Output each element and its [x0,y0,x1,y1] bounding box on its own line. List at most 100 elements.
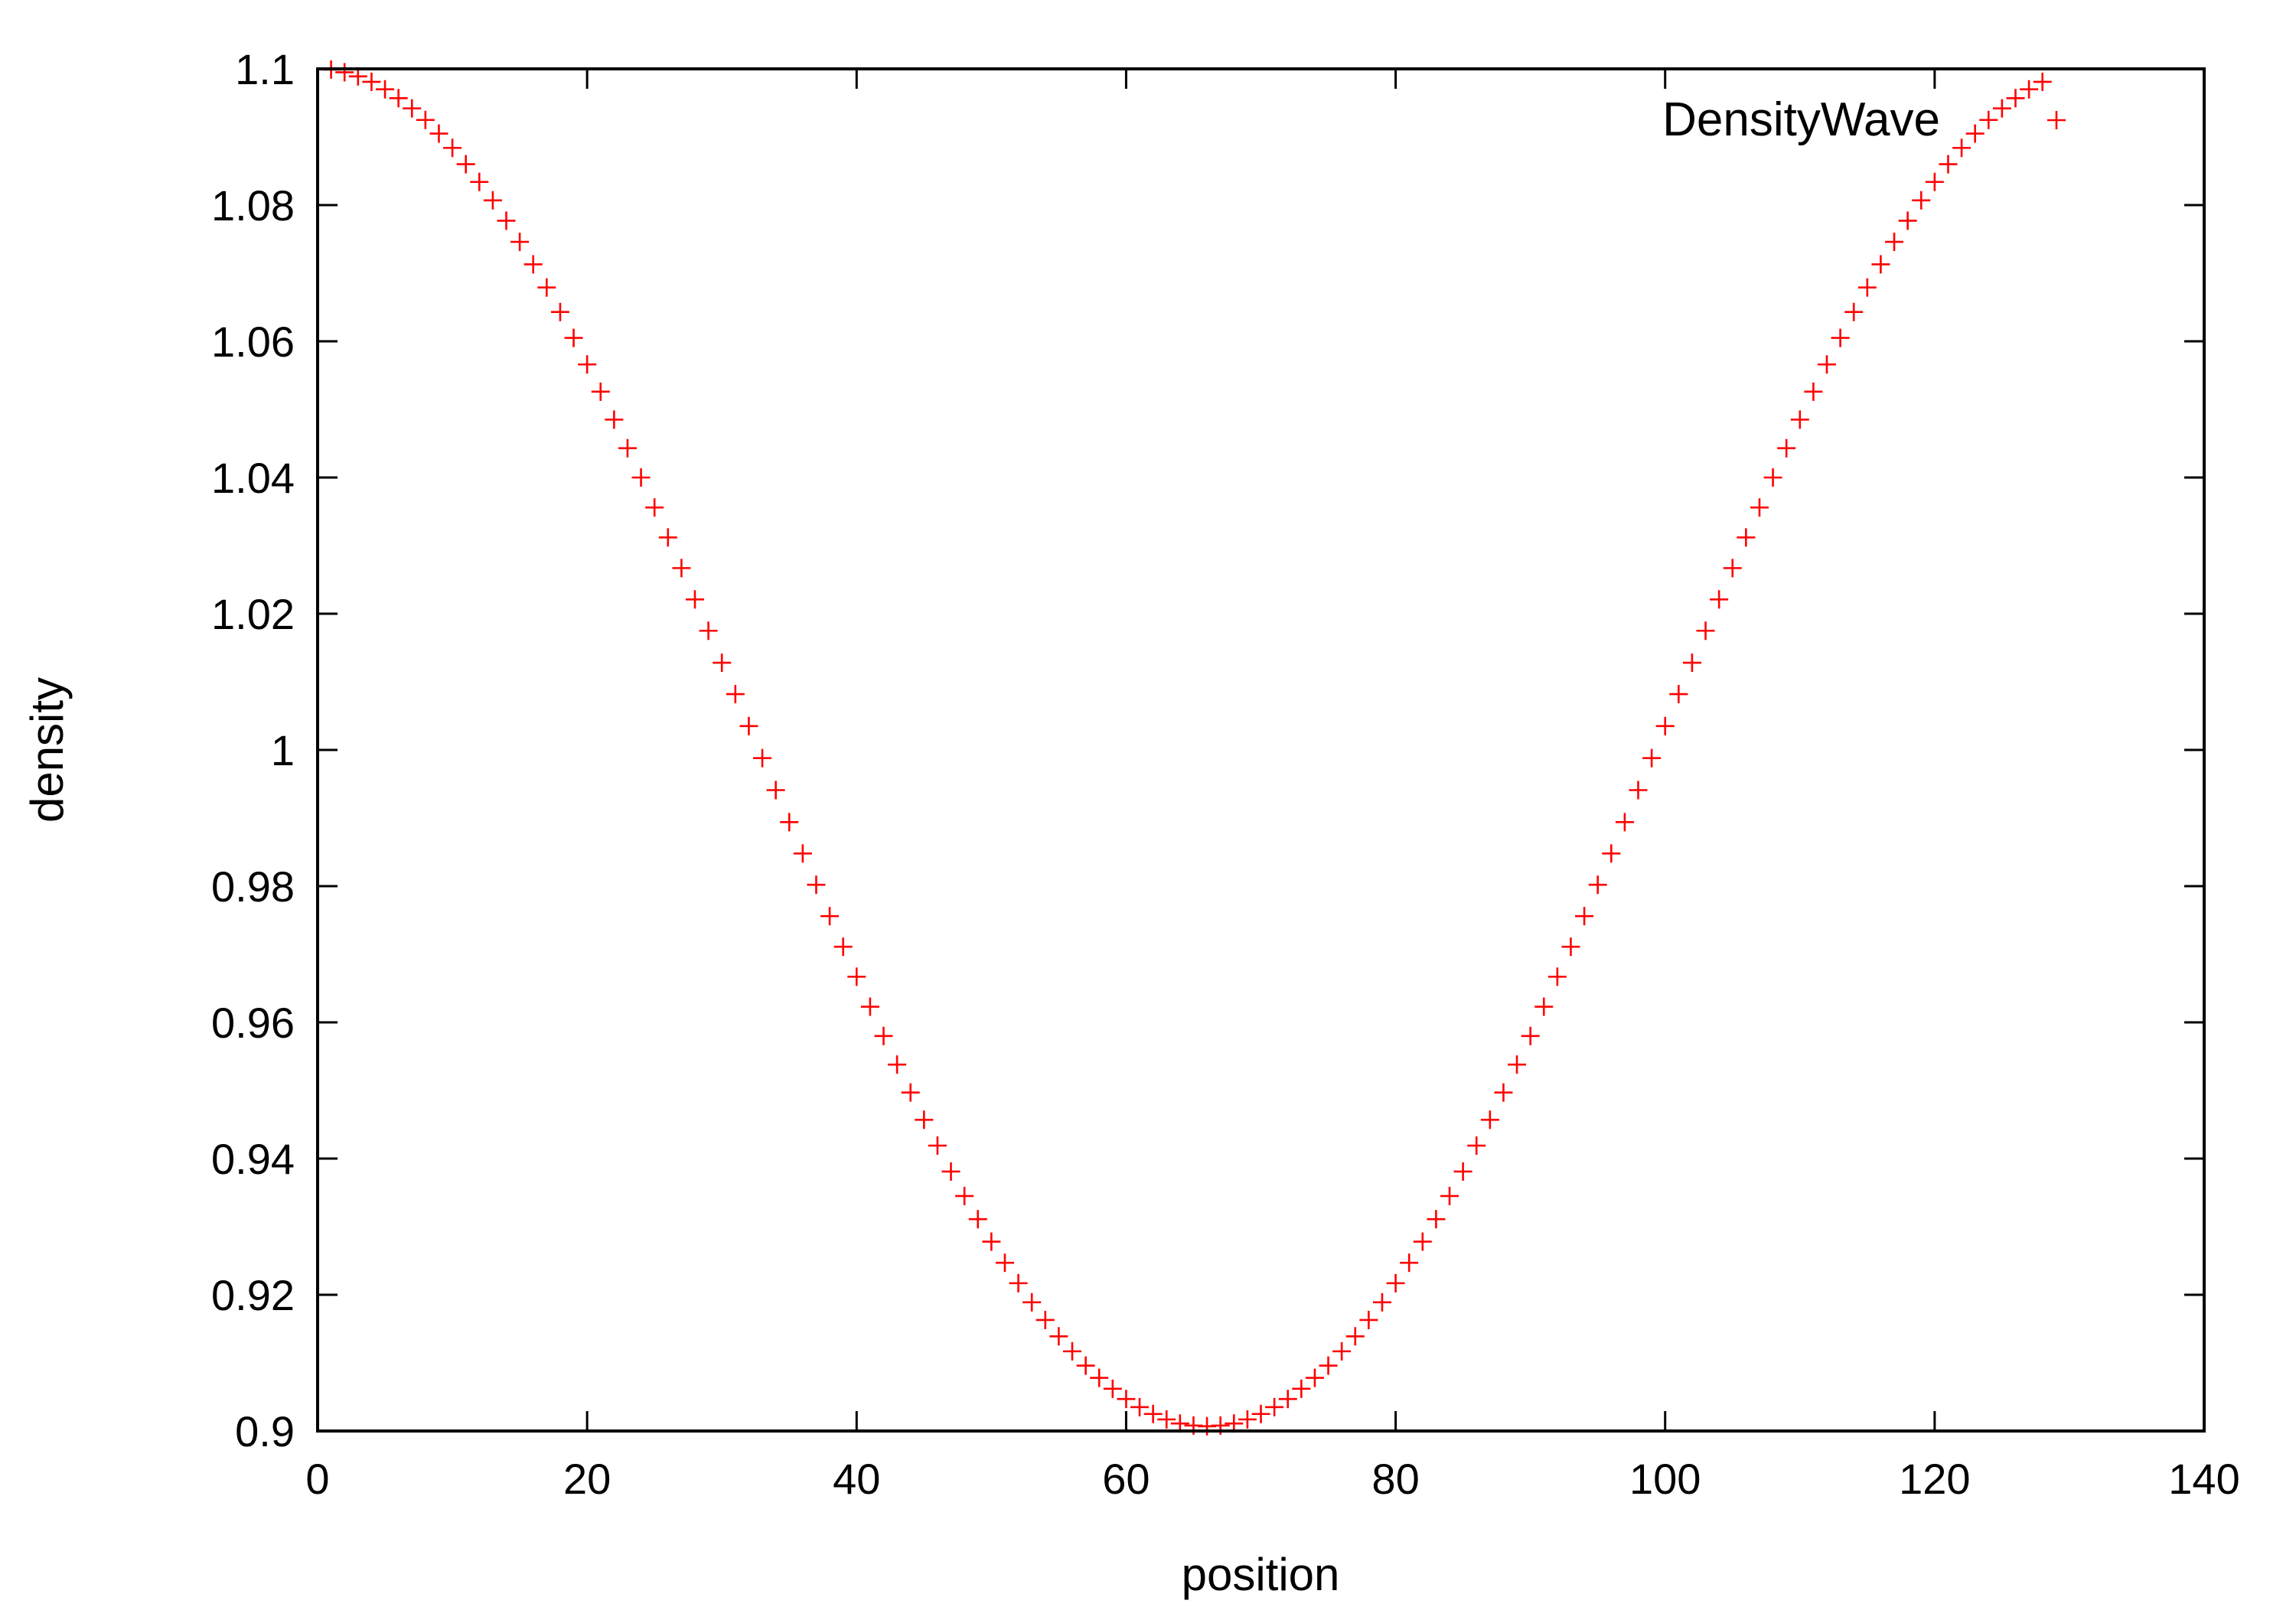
data-point [470,172,489,191]
data-point [1857,278,1877,297]
data-point [807,875,826,895]
data-point [1682,654,1701,673]
data-point [523,255,543,274]
data-point [1548,967,1567,986]
data-point [982,1232,1001,1251]
data-point [389,89,408,108]
data-point [820,907,840,926]
data-point [416,110,435,129]
data-point [1467,1136,1486,1156]
data-point [1669,685,1688,704]
x-tick-label: 60 [1102,1455,1150,1503]
data-point [833,937,853,957]
data-point [1737,528,1756,547]
series-densitywave [321,60,2052,1436]
y-tick-label: 0.9 [235,1407,295,1455]
y-tick-label: 0.92 [211,1271,295,1319]
data-point [968,1210,987,1229]
x-tick-label: 100 [1629,1455,1701,1503]
data-point [915,1110,934,1129]
data-point [1413,1232,1432,1251]
data-point [1642,748,1662,768]
data-point [928,1136,947,1156]
data-point [1090,1368,1109,1387]
data-point [1063,1341,1081,1361]
data-point [578,355,597,374]
data-point [1251,1404,1270,1423]
data-point [1009,1273,1028,1292]
data-point [847,967,866,986]
data-point [1292,1379,1311,1398]
x-tick-label: 20 [563,1455,611,1503]
data-point [1992,99,2011,118]
data-point [335,63,354,82]
data-point [1480,1110,1499,1129]
data-point [1130,1397,1150,1416]
data-point [483,191,502,210]
x-axis-label: position [1182,1549,1340,1600]
data-point [1400,1253,1419,1273]
data-point [618,438,637,458]
data-point [2033,72,2052,91]
y-tick-label: 1.02 [211,590,295,638]
data-point [550,302,569,321]
data-point [1979,110,1998,129]
axis-ticks [316,67,2206,1433]
data-point [1345,1327,1365,1346]
data-point [510,233,530,252]
data-point [1117,1390,1136,1409]
data-point [1453,1162,1473,1181]
data-point [860,997,879,1016]
data-point [1319,1356,1338,1375]
data-point [1332,1341,1352,1361]
data-point [1265,1397,1284,1416]
data-point [1076,1356,1095,1375]
data-point [955,1186,974,1205]
data-point [780,813,799,832]
data-point [793,844,812,863]
data-point [1898,211,1917,230]
data-point [1103,1379,1122,1398]
data-point [1022,1292,1042,1312]
data-point [591,382,610,401]
y-tick-label: 1 [271,726,295,774]
data-point [1629,781,1648,800]
data-point [1440,1186,1459,1205]
data-point [1790,410,1809,429]
data-point [1804,382,1823,401]
data-point [2020,80,2039,99]
data-point [1885,233,1904,252]
data-point [739,716,758,735]
y-tick-label: 1.08 [211,181,295,230]
data-point [1750,498,1769,517]
data-point [658,528,677,547]
data-point [564,328,583,347]
data-point [713,654,732,673]
data-point [1143,1404,1163,1423]
data-point [1508,1055,1527,1074]
data-point [1818,355,1836,374]
data-point [1049,1327,1068,1346]
data-point [537,278,556,297]
data-point [1588,875,1607,895]
data-point [605,410,624,429]
data-point [376,80,395,99]
x-tick-label: 80 [1371,1455,1419,1503]
data-point [1157,1410,1176,1429]
data-point [1723,559,1742,578]
data-point [1615,813,1634,832]
data-point [766,781,785,800]
y-tick-label: 1.04 [211,454,295,502]
data-point [686,590,704,609]
data-point [1925,172,1944,191]
data-point [1912,191,1931,210]
legend-marker-plus [2047,111,2066,129]
y-tick-label: 0.94 [211,1135,295,1183]
axis-tick-labels: 0 20 40 60 80 100 120 140 0.9 0.92 0.94 0.96 0.98 1 1.… [211,45,2240,1503]
data-point [672,559,691,578]
data-point [1238,1410,1257,1429]
data-point [1575,907,1594,926]
data-point [1427,1210,1446,1229]
x-tick-label: 120 [1899,1455,1970,1503]
